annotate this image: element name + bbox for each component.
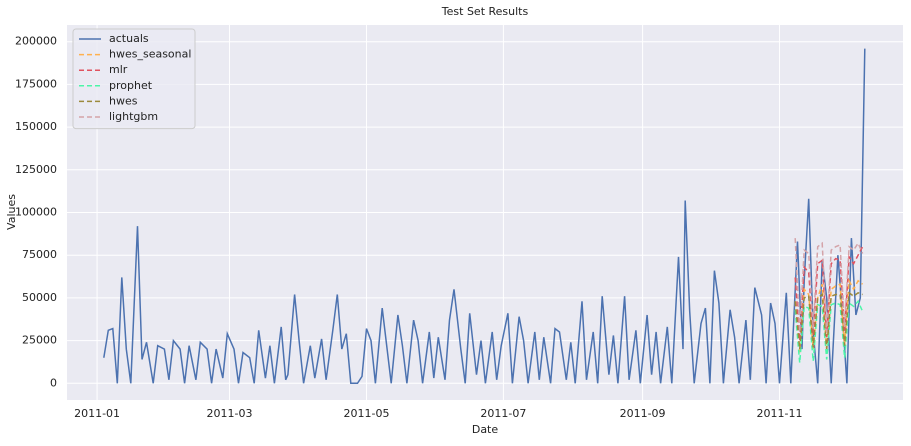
legend-label: hwes <box>109 94 138 107</box>
y-tick-label: 100000 <box>15 206 57 219</box>
legend-label: lightgbm <box>109 110 158 123</box>
x-tick-label: 2011-11 <box>757 407 803 420</box>
y-axis-label: Values <box>5 194 18 230</box>
series-line <box>794 278 864 353</box>
x-tick-label: 2011-05 <box>343 407 389 420</box>
chart-title: Test Set Results <box>441 5 529 18</box>
y-tick-label: 75000 <box>22 248 57 261</box>
x-axis-label: Date <box>472 423 499 436</box>
y-tick-label: 150000 <box>15 120 57 133</box>
y-tick-label: 200000 <box>15 35 57 48</box>
legend-box <box>72 28 196 130</box>
series-line <box>103 48 866 385</box>
y-tick-label: 175000 <box>15 77 57 90</box>
x-tick-label: 2011-09 <box>620 407 666 420</box>
legend-label: prophet <box>109 79 153 92</box>
y-tick-label: 50000 <box>22 291 57 304</box>
y-tick-label: 125000 <box>15 163 57 176</box>
x-tick-label: 2011-07 <box>480 407 526 420</box>
y-tick-label: 0 <box>50 376 57 389</box>
series-line <box>794 238 864 333</box>
x-tick-label: 2011-03 <box>207 407 253 420</box>
series-line <box>794 299 864 363</box>
legend-label: actuals <box>109 32 149 45</box>
y-tick-label: 25000 <box>22 334 57 347</box>
series-line <box>794 291 863 350</box>
x-tick-label: 2011-01 <box>74 407 120 420</box>
series-line <box>794 246 864 341</box>
legend-label: mlr <box>109 63 128 76</box>
legend-label: hwes_seasonal <box>109 48 191 61</box>
